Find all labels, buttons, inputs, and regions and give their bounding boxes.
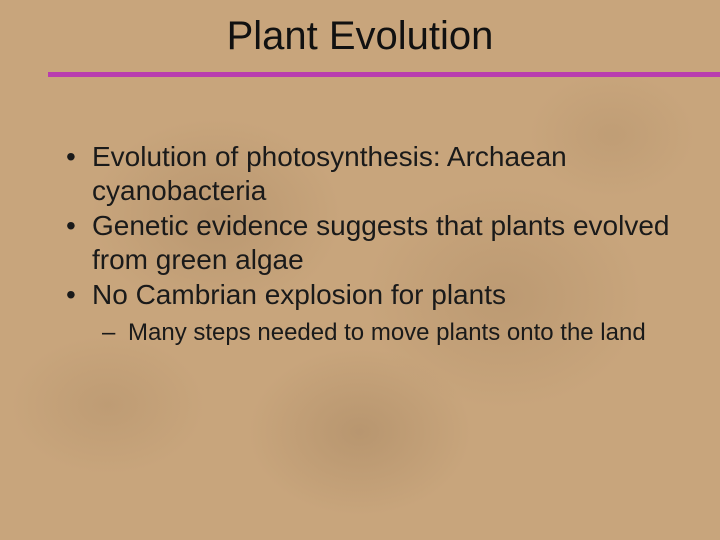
bullet-list: Evolution of photosynthesis: Archaean cy… — [62, 140, 672, 347]
slide-body: Evolution of photosynthesis: Archaean cy… — [62, 140, 672, 349]
bullet-text: No Cambrian explosion for plants — [92, 279, 506, 310]
list-item: Genetic evidence suggests that plants ev… — [62, 209, 672, 276]
bullet-text: Genetic evidence suggests that plants ev… — [92, 210, 669, 275]
slide-title: Plant Evolution — [0, 14, 720, 59]
list-item: No Cambrian explosion for plants Many st… — [62, 278, 672, 347]
list-item: Evolution of photosynthesis: Archaean cy… — [62, 140, 672, 207]
list-item: Many steps needed to move plants onto th… — [100, 318, 672, 347]
slide: Plant Evolution Evolution of photosynthe… — [0, 0, 720, 540]
title-underline — [48, 72, 720, 77]
sub-bullet-list: Many steps needed to move plants onto th… — [100, 318, 672, 347]
sub-bullet-text: Many steps needed to move plants onto th… — [128, 319, 646, 346]
bullet-text: Evolution of photosynthesis: Archaean cy… — [92, 141, 567, 206]
